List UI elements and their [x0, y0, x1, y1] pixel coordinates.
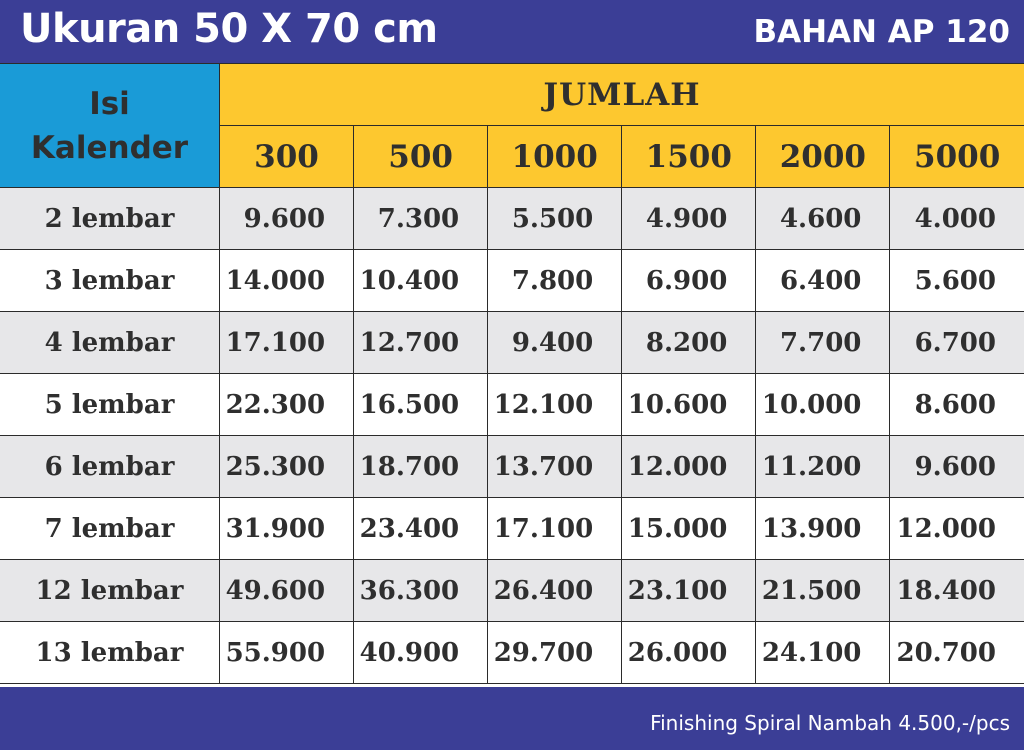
- price-cell: 12.100: [487, 373, 623, 436]
- price-cell: 4.600: [755, 187, 891, 250]
- group-header: JUMLAH: [219, 63, 1024, 126]
- corner-header: Isi Kalender: [0, 63, 220, 188]
- table-row: 2 lembar 9.600 7.300 5.500 4.900 4.600 4.000: [0, 187, 1024, 250]
- price-cell: 6.400: [755, 249, 891, 312]
- table-row: 3 lembar 14.000 10.400 7.800 6.900 6.400 5.600: [0, 249, 1024, 312]
- price-cell: 6.700: [889, 311, 1024, 374]
- price-cell: 5.600: [889, 249, 1024, 312]
- column-header: 300: [219, 125, 355, 188]
- price-cell: 29.700: [487, 621, 623, 684]
- price-cell: 12.700: [353, 311, 489, 374]
- price-cell: 4.900: [621, 187, 757, 250]
- column-header: 1000: [487, 125, 623, 188]
- price-cell: 18.700: [353, 435, 489, 498]
- price-cell: 12.000: [889, 497, 1024, 560]
- column-header: 500: [353, 125, 489, 188]
- price-cell: 18.400: [889, 559, 1024, 622]
- price-cell: 14.000: [218, 249, 355, 312]
- table-body: 2 lembar 9.600 7.300 5.500 4.900 4.600 4.000 3 …: [0, 187, 1024, 684]
- price-cell: 26.400: [487, 559, 623, 622]
- price-cell: 21.500: [755, 559, 891, 622]
- price-cell: 7.300: [353, 187, 489, 250]
- title: Ukuran 50 X 70 cm: [20, 6, 438, 52]
- table-row: 5 lembar 22.300 16.500 12.100 10.600 10.000 8.…: [0, 373, 1024, 436]
- price-cell: 9.600: [218, 187, 355, 250]
- price-cell: 10.600: [621, 373, 757, 436]
- row-label: 2 lembar: [0, 187, 220, 250]
- price-cell: 9.400: [487, 311, 623, 374]
- header-row: Isi Kalender JUMLAH: [0, 63, 1024, 188]
- price-cell: 49.600: [218, 559, 355, 622]
- price-cell: 12.000: [621, 435, 757, 498]
- price-cell: 5.500: [487, 187, 623, 250]
- table-row: 4 lembar 17.100 12.700 9.400 8.200 7.700 6.700: [0, 311, 1024, 374]
- header-row: 300 500 1000 1500 2000 5000: [0, 125, 1024, 188]
- price-cell: 6.900: [621, 249, 757, 312]
- column-header: 1500: [621, 125, 757, 188]
- price-cell: 55.900: [218, 621, 355, 684]
- price-cell: 22.300: [218, 373, 355, 436]
- price-cell: 7.700: [755, 311, 891, 374]
- column-header: 5000: [889, 125, 1024, 188]
- price-cell: 13.700: [487, 435, 623, 498]
- price-cell: 4.000: [889, 187, 1024, 250]
- row-label: 7 lembar: [0, 497, 220, 560]
- price-cell: 13.900: [755, 497, 891, 560]
- price-cell: 20.700: [889, 621, 1024, 684]
- material: BAHAN AP 120: [753, 14, 1010, 50]
- footer-bar: Finishing Spiral Nambah 4.500,-/pcs: [0, 687, 1024, 750]
- price-cell: 23.400: [353, 497, 489, 560]
- column-header: 2000: [755, 125, 891, 188]
- table-row: 13 lembar 55.900 40.900 29.700 26.000 24.100 2…: [0, 621, 1024, 684]
- price-cell: 24.100: [755, 621, 891, 684]
- row-label: 13 lembar: [0, 621, 220, 684]
- price-cell: 10.400: [353, 249, 489, 312]
- price-cell: 26.000: [621, 621, 757, 684]
- price-cell: 17.100: [218, 311, 355, 374]
- price-cell: 17.100: [487, 497, 623, 560]
- price-cell: 9.600: [889, 435, 1024, 498]
- price-cell: 8.600: [889, 373, 1024, 436]
- price-cell: 23.100: [621, 559, 757, 622]
- price-table: Isi Kalender JUMLAH 300 500 1000 1500 2000 50…: [0, 63, 1024, 684]
- price-cell: 36.300: [353, 559, 489, 622]
- row-label: 6 lembar: [0, 435, 220, 498]
- top-bar: Ukuran 50 X 70 cm BAHAN AP 120: [0, 0, 1024, 63]
- price-cell: 31.900: [218, 497, 355, 560]
- price-cell: 25.300: [218, 435, 355, 498]
- price-cell: 15.000: [621, 497, 757, 560]
- row-label: 5 lembar: [0, 373, 220, 436]
- price-cell: 11.200: [755, 435, 891, 498]
- row-label: 12 lembar: [0, 559, 220, 622]
- price-cell: 8.200: [621, 311, 757, 374]
- table-row: 7 lembar 31.900 23.400 17.100 15.000 13.900 12…: [0, 497, 1024, 560]
- price-cell: 7.800: [487, 249, 623, 312]
- price-cell: 16.500: [353, 373, 489, 436]
- price-cell: 40.900: [353, 621, 489, 684]
- row-label: 4 lembar: [0, 311, 220, 374]
- footer-note: Finishing Spiral Nambah 4.500,-/pcs: [650, 711, 1010, 735]
- table-head: Isi Kalender JUMLAH 300 500 1000 1500 2000 50…: [0, 63, 1024, 188]
- price-cell: 10.000: [755, 373, 891, 436]
- table-row: 6 lembar 25.300 18.700 13.700 12.000 11.200 9.…: [0, 435, 1024, 498]
- row-label: 3 lembar: [0, 249, 220, 312]
- table-row: 12 lembar 49.600 36.300 26.400 23.100 21.500 1…: [0, 559, 1024, 622]
